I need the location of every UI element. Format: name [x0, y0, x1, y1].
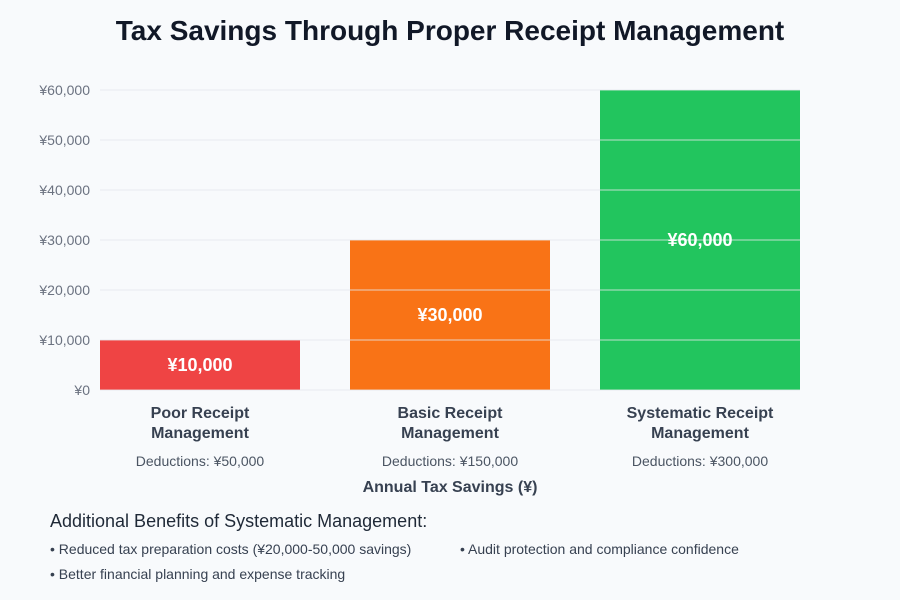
y-tick-label: ¥50,000: [38, 132, 90, 148]
benefit-item: • Audit protection and compliance confid…: [460, 541, 739, 557]
bar: [100, 340, 300, 390]
deductions-label: Deductions: ¥300,000: [632, 453, 768, 469]
bar-value-label: ¥60,000: [667, 230, 732, 250]
bar: [350, 240, 550, 390]
x-axis-label: Annual Tax Savings (¥): [363, 479, 538, 496]
chart-title: Tax Savings Through Proper Receipt Manag…: [116, 15, 785, 46]
benefit-item: • Reduced tax preparation costs (¥20,000…: [50, 541, 411, 557]
x-category-label: Systematic Receipt: [627, 405, 774, 422]
bar-value-label: ¥30,000: [417, 305, 482, 325]
y-tick-label: ¥20,000: [38, 282, 90, 298]
deductions-label: Deductions: ¥50,000: [136, 453, 265, 469]
benefit-item: • Better financial planning and expense …: [50, 566, 345, 582]
deductions-label: Deductions: ¥150,000: [382, 453, 518, 469]
x-category-label: Management: [151, 425, 249, 442]
y-tick-label: ¥30,000: [38, 232, 90, 248]
bar-value-label: ¥10,000: [167, 355, 232, 375]
x-category-label: Basic Receipt: [398, 405, 504, 422]
y-tick-label: ¥10,000: [38, 332, 90, 348]
x-category-label: Poor Receipt: [151, 405, 250, 422]
y-tick-label: ¥0: [73, 382, 90, 398]
y-tick-label: ¥60,000: [38, 82, 90, 98]
x-category-label: Management: [401, 425, 499, 442]
y-tick-label: ¥40,000: [38, 182, 90, 198]
x-category-label: Management: [651, 425, 749, 442]
benefits-title: Additional Benefits of Systematic Manage…: [50, 511, 427, 531]
